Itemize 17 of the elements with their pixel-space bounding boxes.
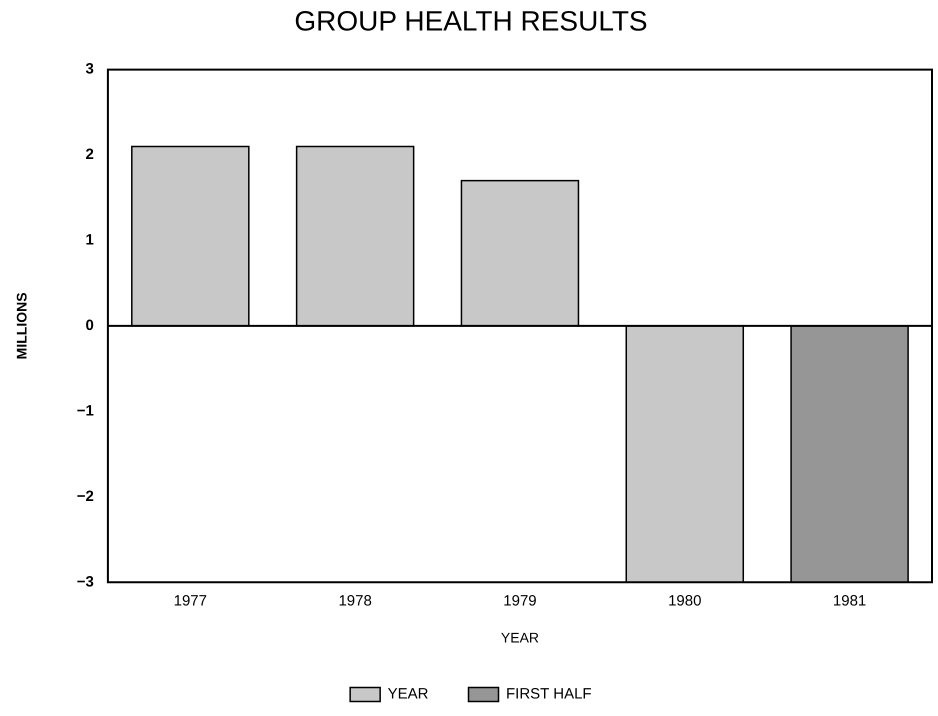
x-axis-title: YEAR	[500, 629, 540, 646]
y-tick-label: 0	[86, 317, 94, 334]
y-tick-label: 2	[86, 146, 94, 164]
x-tick-label: 1980	[668, 592, 702, 610]
x-tick-label: 1979	[503, 592, 537, 610]
chart-title: GROUP HEALTH RESULTS	[294, 6, 648, 37]
legend-label: YEAR	[388, 686, 429, 703]
x-tick-label: 1981	[832, 592, 866, 610]
y-axis-title: MILLIONS	[13, 292, 30, 360]
x-tick-label: 1977	[174, 592, 207, 610]
y-tick-label: −2	[76, 488, 94, 505]
y-tick-label: −3	[76, 573, 94, 590]
y-tick-label: 3	[86, 60, 94, 78]
legend-label: FIRST HALF	[506, 686, 592, 703]
x-tick-label: 1978	[338, 592, 372, 610]
y-tick-label: 1	[86, 232, 94, 249]
y-tick-label: −1	[76, 402, 94, 420]
